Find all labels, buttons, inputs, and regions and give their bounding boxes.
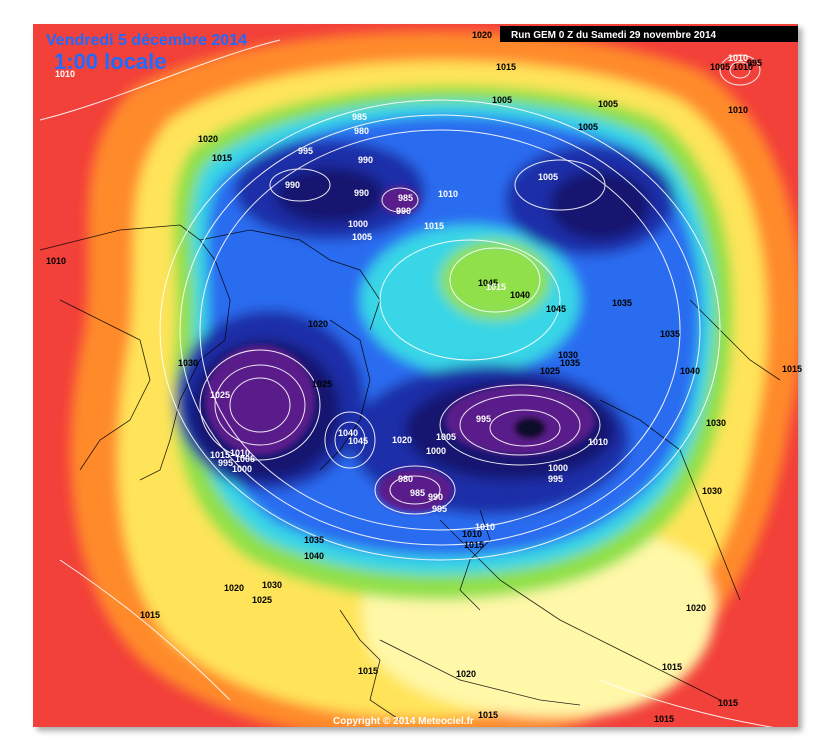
- isobar-label: 1025: [540, 366, 560, 376]
- isobar-label: 1005: [598, 99, 618, 109]
- low-core: [514, 417, 546, 439]
- isobar-label: 1015: [424, 221, 444, 231]
- isobar-label: 980: [354, 126, 369, 136]
- isobar-label: 985: [352, 112, 367, 122]
- field-polar-green: [440, 240, 550, 320]
- isobar-label: 1040: [680, 366, 700, 376]
- isobar-label: 1045: [546, 304, 566, 314]
- isobar-label: 1015: [478, 710, 498, 720]
- isobar-label: 1000: [348, 219, 368, 229]
- isobar-label: 1020: [392, 435, 412, 445]
- isobar-label: 1015: [654, 714, 674, 724]
- isobar-label: 1025: [312, 379, 332, 389]
- isobar-label: 1000: [426, 446, 446, 456]
- isobar-label: 1000: [232, 464, 252, 474]
- isobar-label: 1020: [456, 669, 476, 679]
- isobar-label: 1020: [224, 583, 244, 593]
- isobar-label: 1010: [46, 256, 66, 266]
- low-purple-atlantic: [377, 468, 453, 512]
- isobar-label: 1030: [262, 580, 282, 590]
- isobar-label: 1010: [728, 105, 748, 115]
- isobar-label: 1015: [212, 153, 232, 163]
- isobar-label: 1010: [462, 529, 482, 539]
- isobar-label: 1005: [710, 62, 730, 72]
- forecast-date: Vendredi 5 décembre 2014: [46, 32, 247, 49]
- isobar-label: 1005: [436, 432, 456, 442]
- isobar-label: 1010: [230, 448, 250, 458]
- isobar-label: 985: [410, 488, 425, 498]
- isobar-label: 1020: [686, 603, 706, 613]
- isobar-label: 1035: [612, 298, 632, 308]
- isobar-label: 990: [354, 188, 369, 198]
- isobar-label: 1010: [733, 62, 753, 72]
- isobar-label: 1005: [492, 95, 512, 105]
- isobar-label: 990: [285, 180, 300, 190]
- isobar-label: 995: [747, 58, 762, 68]
- isobar-label: 1040: [338, 428, 358, 438]
- isobar-label: 1015: [140, 610, 160, 620]
- isobar-label: 1015: [486, 282, 506, 292]
- isobar-label: 1035: [660, 329, 680, 339]
- pressure-field: [33, 24, 798, 727]
- isobar-label: 995: [298, 146, 313, 156]
- copyright: Copyright © 2014 Meteociel.fr: [333, 716, 474, 727]
- isobar-label: 1010: [588, 437, 608, 447]
- run-label: Run GEM 0 Z du Samedi 29 novembre 2014: [511, 30, 717, 41]
- isobar-label: 995: [432, 504, 447, 514]
- isobar-label: 1015: [782, 364, 802, 374]
- isobar-label: 1010: [475, 522, 495, 532]
- isobar-label: 980: [398, 474, 413, 484]
- run-banner: [500, 26, 798, 42]
- isobar-label: 985: [398, 193, 413, 203]
- isobar-label: 995: [548, 474, 563, 484]
- low-purple-west: [205, 345, 315, 455]
- forecast-time: 1:00 locale: [54, 49, 167, 74]
- isobar-label: 1020: [308, 319, 328, 329]
- isobar-label: 1030: [178, 358, 198, 368]
- isobar-label: 1030: [558, 350, 578, 360]
- isobar-label: 1010: [55, 69, 75, 79]
- isobar-label: 1015: [662, 662, 682, 672]
- isobar-label: 1040: [510, 290, 530, 300]
- isobar-label: 995: [218, 458, 233, 468]
- isobar-label: 1030: [702, 486, 722, 496]
- isobar-label: 1045: [348, 436, 368, 446]
- isobar-label: 990: [358, 155, 373, 165]
- isobar-label: 1040: [304, 551, 324, 561]
- isobar-label: 1015: [496, 62, 516, 72]
- isobar-label: 1035: [304, 535, 324, 545]
- low-purple-north: [380, 186, 420, 214]
- isobar-label: 1015: [718, 698, 738, 708]
- field-navy-nw: [275, 167, 385, 223]
- isobar-labels: 1020 1015 1005 1010 995 1010 1005 1005 1…: [46, 30, 802, 724]
- isobar-label: 1005: [352, 232, 372, 242]
- isobar-label: 1020: [472, 30, 492, 40]
- isobar-label: 1015: [464, 540, 484, 550]
- isobar-label: 1045: [478, 278, 498, 288]
- isobars: [39, 39, 774, 727]
- field-cyan-spot: [370, 285, 440, 345]
- isobar-label: 1010: [438, 189, 458, 199]
- isobar-label: 990: [396, 206, 411, 216]
- isobar-label: 1030: [706, 418, 726, 428]
- isobar-label: 1005: [235, 454, 255, 464]
- isobar-label: 1005: [578, 122, 598, 132]
- isobar-label: 1010: [728, 53, 748, 63]
- isobar-label: 1015: [210, 450, 230, 460]
- isobar-label: 990: [428, 492, 443, 502]
- coastlines: [39, 224, 781, 721]
- isobar-label: 1025: [252, 595, 272, 605]
- isobar-label: 995: [476, 414, 491, 424]
- isobar-label: 1020: [198, 134, 218, 144]
- isobar-label: 1025: [210, 390, 230, 400]
- field-navy-ne: [550, 170, 650, 240]
- isobar-label: 1015: [358, 666, 378, 676]
- isobar-label: 1005: [538, 172, 558, 182]
- isobar-label: 1035: [560, 358, 580, 368]
- isobar-label: 1000: [548, 463, 568, 473]
